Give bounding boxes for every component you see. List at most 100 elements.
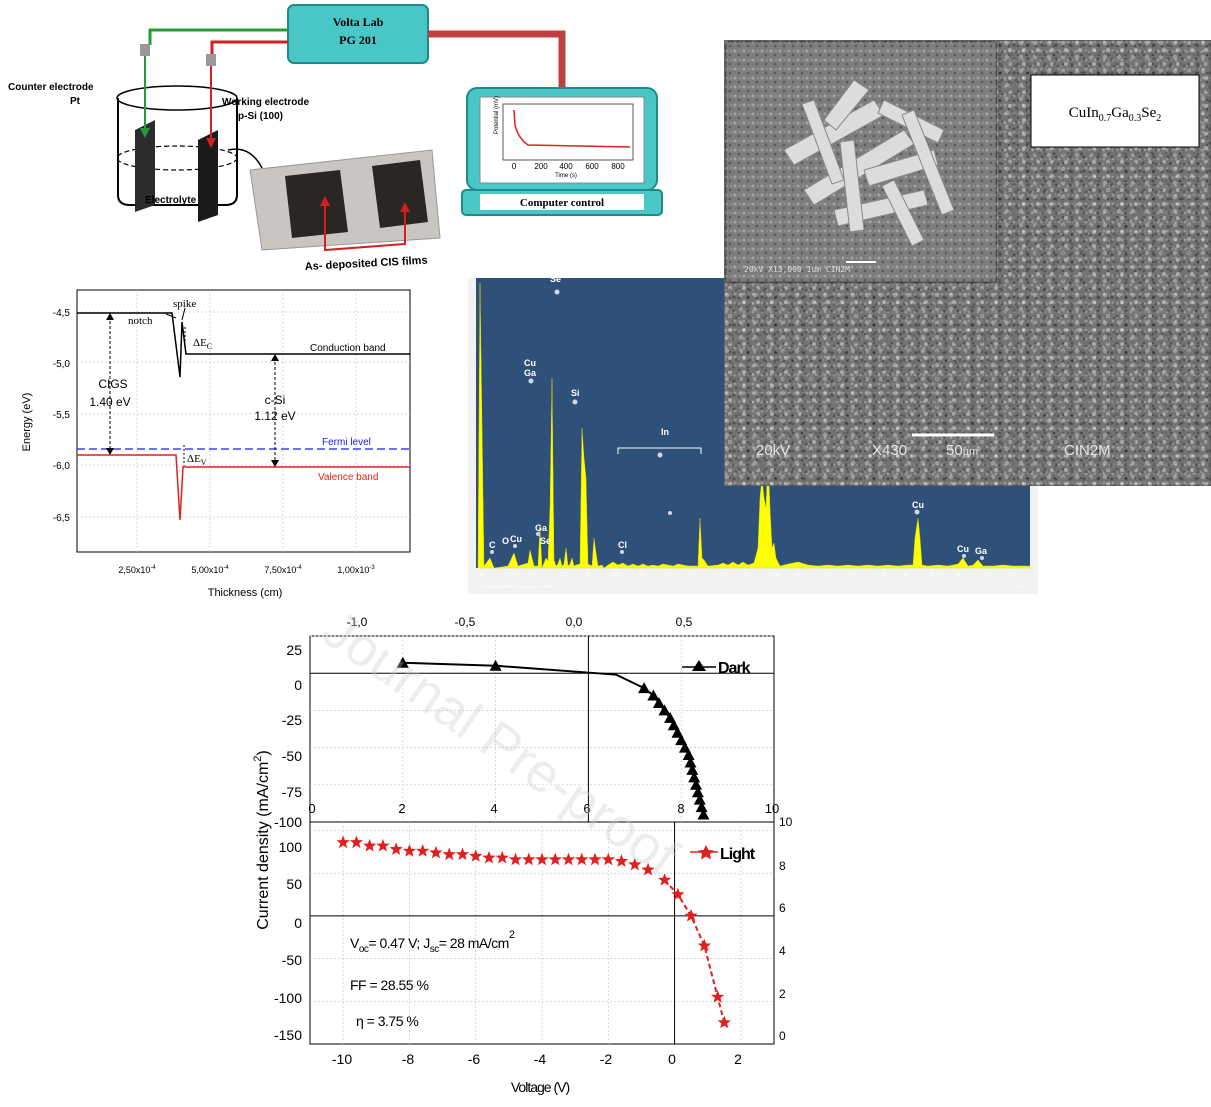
dark-point [489, 659, 502, 671]
eds-xtick-13: 6.5 [825, 572, 832, 578]
working-electrode-material: p-Si (100) [238, 111, 283, 122]
light-ytick-0: 100 [279, 839, 303, 855]
dark-point [652, 696, 665, 708]
eds-xtick-20: 10 [1010, 572, 1016, 578]
eds-peak-cu-kb: Cu [957, 544, 969, 554]
jv-ylabel: Current density (mA/cm2) [252, 750, 272, 930]
right-tick-0: 10 [779, 815, 793, 829]
mid-tick-1: 2 [398, 801, 405, 816]
device-model: PG 201 [339, 33, 377, 47]
eds-peak-cl: Cl [618, 540, 627, 550]
dark-top-tick-3: 0,5 [676, 615, 693, 629]
counter-electrode-material: Pt [70, 96, 81, 107]
inset-xlabel: Time (s) [555, 173, 577, 179]
light-point [363, 838, 377, 852]
light-point [614, 854, 629, 867]
light-point [684, 908, 698, 922]
eds-peak-cu: Cu [524, 358, 536, 368]
dark-ytick-2: -25 [282, 712, 302, 728]
clip-working [206, 54, 216, 66]
dark-ytick-3: -50 [282, 748, 302, 764]
light-ytick-2: 0 [294, 915, 302, 931]
light-x-ticks: -10 -8 -6 -4 -2 0 2 [332, 1051, 742, 1067]
inset-curve [513, 109, 631, 148]
dark-top-ticks: -1,0 -0,5 0,0 0,5 [347, 615, 693, 629]
eds-peaks [477, 282, 1031, 569]
conduction-band-line [77, 312, 410, 378]
eds-peak-se-l: Se [540, 536, 551, 546]
light-series-line [663, 879, 726, 1023]
light-point [455, 847, 470, 861]
mid-tick-2: 4 [490, 801, 497, 816]
inset-tick-4: 800 [611, 162, 625, 171]
dark-point [697, 808, 710, 820]
eds-xtick-11: 5.5 [772, 572, 779, 578]
notch-label: notch [128, 315, 153, 327]
light-xtick-2: -6 [468, 1051, 481, 1067]
counter-electrode [135, 120, 155, 212]
eds-peak-o: O [502, 536, 509, 546]
ff-annotation: FF = 28.55 % [350, 977, 428, 993]
light-point [336, 835, 350, 849]
dark-point [686, 763, 699, 775]
eds-xtick-14: 7 [851, 572, 854, 578]
light-ytick-4: -100 [274, 990, 302, 1006]
light-point [402, 844, 417, 857]
band-ytick-2: -5,5 [53, 410, 71, 421]
inset-ylabel: Potential (mV) [494, 96, 500, 134]
dark-legend-label: Dark [718, 660, 751, 677]
delta-ev-label: ΔEV [187, 453, 207, 467]
eds-peak-ga-k: Ga [975, 546, 988, 556]
light-point [561, 852, 576, 866]
right-tick-4: 2 [779, 987, 786, 1001]
band-plot-frame [76, 289, 411, 553]
eds-xtick-4: 2 [586, 572, 589, 578]
eds-xtick-18: 9 [957, 572, 960, 578]
eds-xtick-15: 7.5 [878, 572, 885, 578]
dark-y-ticks: 25 0 -25 -50 -75 -100 [274, 642, 302, 830]
light-point [697, 938, 712, 952]
sem-lab: CIN2M [1064, 442, 1111, 459]
light-point [522, 852, 536, 866]
band-xtick-1: 5,00x10-4 [191, 565, 229, 575]
right-tick-5: 0 [779, 1029, 786, 1043]
cable-green [148, 28, 288, 45]
dark-legend-marker [692, 660, 706, 671]
cigs-gap-label: 1.40 eV [89, 395, 130, 409]
light-point [495, 850, 509, 864]
dark-point [688, 771, 701, 783]
eds-footer: Pleine échelle 6735 cps Curseur : 0.000 [482, 584, 554, 589]
setup-panel: Volta Lab PG 201 Counter electrode Pt Wo… [0, 0, 720, 280]
light-legend: Light [690, 845, 757, 863]
eds-peak-in: In [661, 427, 669, 437]
valence-band-line [77, 454, 410, 521]
counter-electrode-label: Counter electrode [8, 82, 94, 93]
eds-xtick-8: 4 [692, 572, 695, 578]
band-ytick-3: -6,0 [53, 461, 71, 472]
setup-diagram: Volta Lab PG 201 Counter electrode Pt Wo… [8, 4, 663, 273]
light-point [711, 990, 725, 1003]
films-label: As- deposited CIS films [305, 255, 428, 273]
cigs-label: CIGS [98, 377, 127, 391]
band-diagram: spike notch ΔEC Conduction band CIGS 1.4… [21, 289, 411, 599]
jv-xlabel: Voltage (V) [511, 1079, 570, 1095]
eds-peak-ga: Ga [524, 368, 537, 378]
dark-point [658, 704, 671, 716]
band-xtick-3: 1,00x10-3 [337, 565, 375, 575]
right-tick-1: 8 [779, 859, 786, 873]
mid-tick-5: 10 [765, 801, 779, 816]
band-diagram-panel: spike notch ΔEC Conduction band CIGS 1.4… [0, 282, 420, 602]
dark-point [690, 778, 703, 790]
band-ytick-4: -6,5 [53, 513, 71, 524]
light-point [588, 852, 602, 866]
light-point [535, 852, 549, 866]
light-xtick-6: 2 [734, 1051, 742, 1067]
light-point [482, 850, 496, 864]
eds-xtick-6: 3 [639, 572, 642, 578]
formula-box [1030, 74, 1200, 148]
working-electrode-label: Working electrode [222, 97, 309, 108]
dark-ytick-5: -100 [274, 814, 302, 830]
voc-jsc-annotation: Voc= 0.47 V; Jsc= 28 mA/cm2 [350, 929, 515, 955]
band-ytick-1: -5,0 [53, 359, 71, 370]
eta-annotation: η = 3.75 % [356, 1013, 418, 1029]
